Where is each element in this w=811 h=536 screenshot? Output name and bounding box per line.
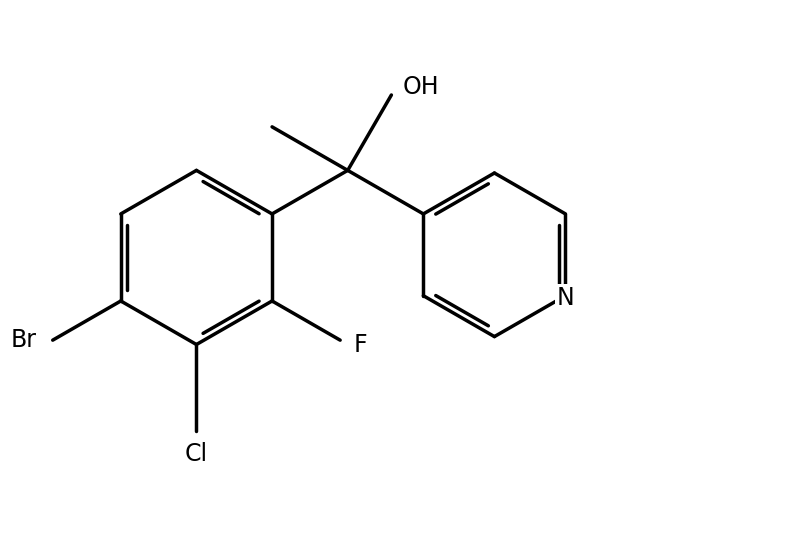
Text: OH: OH <box>401 75 438 99</box>
Text: F: F <box>353 333 367 358</box>
Text: N: N <box>556 286 573 310</box>
Text: Br: Br <box>11 328 36 352</box>
Text: Cl: Cl <box>185 442 208 466</box>
